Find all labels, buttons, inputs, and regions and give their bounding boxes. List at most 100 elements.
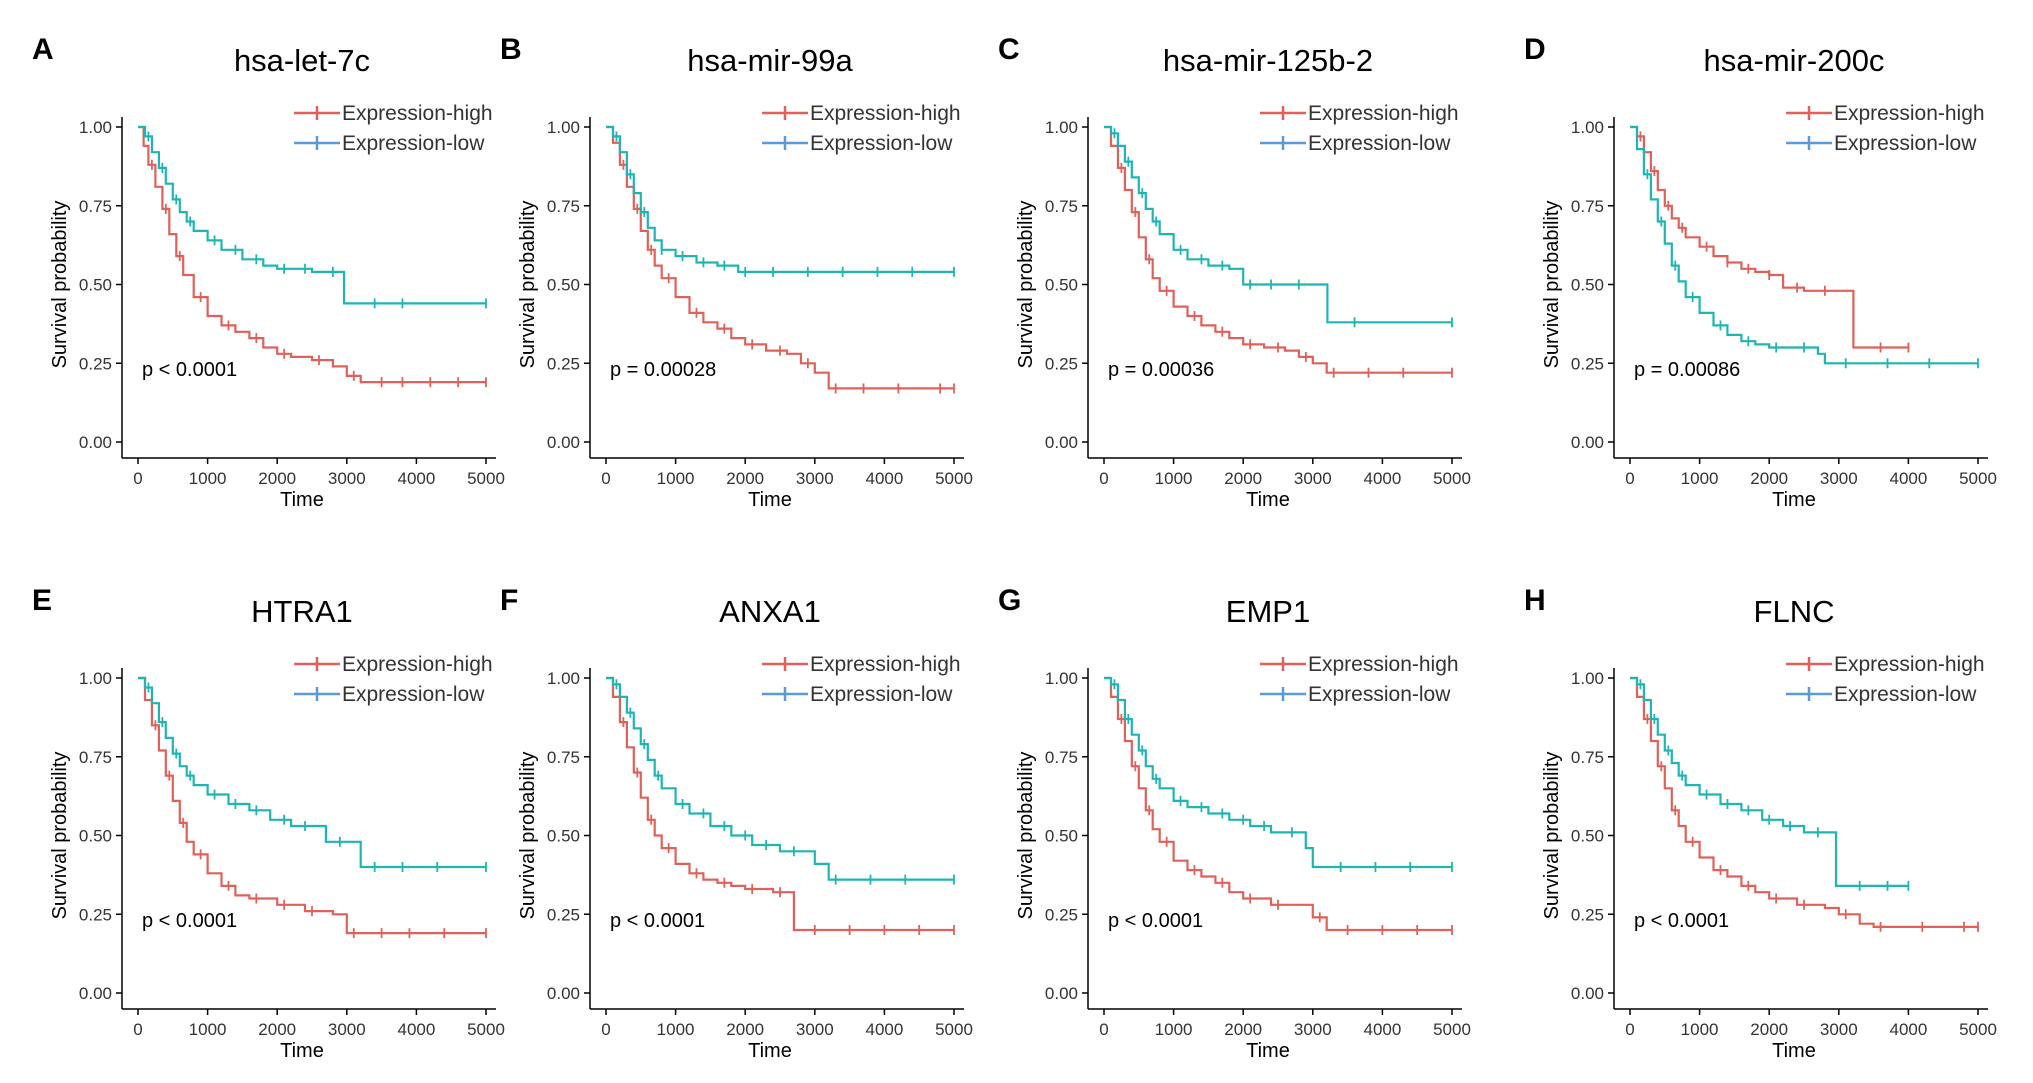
- legend-high-label: Expression-high: [342, 653, 493, 676]
- legend-low-label: Expression-low: [342, 683, 485, 706]
- legend-low-label: Expression-low: [1308, 683, 1451, 706]
- panel-title: ANXA1: [719, 594, 821, 629]
- x-tick-label: 4000: [1889, 1020, 1927, 1039]
- x-tick-label: 5000: [1433, 469, 1471, 488]
- x-axis-title: Time: [1246, 489, 1290, 511]
- x-tick-label: 3000: [1294, 469, 1332, 488]
- x-axis-title: Time: [280, 1040, 324, 1062]
- x-tick-label: 4000: [1889, 469, 1927, 488]
- x-tick-label: 4000: [1363, 469, 1401, 488]
- legend-low-label: Expression-low: [1308, 132, 1451, 155]
- y-tick-label: 0.50: [547, 276, 580, 295]
- x-tick-label: 0: [1099, 1020, 1108, 1039]
- x-tick-label: 4000: [1363, 1020, 1401, 1039]
- x-tick-label: 1000: [1681, 469, 1719, 488]
- y-tick-label: 0.75: [1571, 197, 1604, 216]
- x-tick-label: 2000: [726, 1020, 764, 1039]
- legend-low-label: Expression-low: [1834, 683, 1977, 706]
- y-axis-title: Survival probability: [517, 201, 539, 369]
- legend-high-label: Expression-high: [810, 102, 961, 125]
- legend-high-label: Expression-high: [342, 102, 493, 125]
- p-value-label: p = 0.00028: [610, 359, 716, 381]
- y-tick-label: 0.75: [547, 748, 580, 767]
- y-tick-label: 1.00: [1571, 669, 1604, 688]
- x-axis-title: Time: [748, 489, 792, 511]
- y-tick-label: 0.50: [1571, 276, 1604, 295]
- y-tick-label: 1.00: [1571, 118, 1604, 137]
- y-tick-label: 0.25: [1571, 354, 1604, 373]
- x-tick-label: 5000: [1433, 1020, 1471, 1039]
- x-tick-label: 0: [1625, 469, 1634, 488]
- x-tick-label: 2000: [258, 1020, 296, 1039]
- x-tick-label: 1000: [1681, 1020, 1719, 1039]
- panel-e: E HTRA1 0.00 0.25 0.50 0.75 1.00 0 1000 2000 3000 4…: [32, 584, 505, 1062]
- legend-high-label: Expression-high: [810, 653, 961, 676]
- y-tick-label: 1.00: [79, 118, 112, 137]
- y-tick-label: 0.50: [79, 827, 112, 846]
- x-tick-label: 1000: [657, 1020, 695, 1039]
- y-tick-label: 1.00: [1045, 118, 1078, 137]
- panel-letter: D: [1524, 33, 1546, 66]
- x-tick-label: 1000: [189, 469, 227, 488]
- x-tick-label: 2000: [1750, 1020, 1788, 1039]
- panel-title: EMP1: [1226, 594, 1310, 629]
- y-tick-label: 0.25: [1045, 905, 1078, 924]
- x-tick-label: 0: [1099, 469, 1108, 488]
- x-tick-label: 5000: [935, 1020, 973, 1039]
- p-value-label: p < 0.0001: [1634, 910, 1729, 932]
- y-tick-label: 0.50: [1045, 276, 1078, 295]
- y-tick-label: 1.00: [1045, 669, 1078, 688]
- x-tick-label: 3000: [796, 1020, 834, 1039]
- x-tick-label: 3000: [1820, 469, 1858, 488]
- y-tick-label: 0.75: [1571, 748, 1604, 767]
- series-low-curve: [1104, 125, 1452, 324]
- y-tick-label: 0.75: [79, 748, 112, 767]
- series-high-curve: [1104, 676, 1452, 932]
- p-value-label: p < 0.0001: [142, 910, 237, 932]
- panel-letter: B: [500, 33, 522, 66]
- series-high-curve: [1630, 676, 1978, 928]
- series-high-curve: [1104, 125, 1452, 374]
- y-tick-label: 0.50: [547, 827, 580, 846]
- panel-letter: E: [32, 584, 52, 617]
- panel-title: hsa-let-7c: [234, 43, 370, 78]
- y-tick-label: 0.00: [1045, 433, 1078, 452]
- panel-title: hsa-mir-125b-2: [1163, 43, 1373, 78]
- p-value-label: p = 0.00086: [1634, 359, 1740, 381]
- y-tick-label: 0.00: [1571, 984, 1604, 1003]
- x-tick-label: 5000: [1959, 469, 1997, 488]
- panel-title: FLNC: [1754, 594, 1835, 629]
- p-value-label: p < 0.0001: [142, 359, 237, 381]
- y-tick-label: 0.25: [547, 354, 580, 373]
- x-tick-label: 4000: [397, 1020, 435, 1039]
- y-axis-title: Survival probability: [49, 201, 71, 369]
- x-tick-label: 2000: [1224, 1020, 1262, 1039]
- series-low-curve: [1104, 676, 1452, 869]
- x-tick-label: 2000: [1224, 469, 1262, 488]
- legend-high-label: Expression-high: [1834, 102, 1985, 125]
- y-tick-label: 0.50: [1045, 827, 1078, 846]
- panel-title: hsa-mir-200c: [1704, 43, 1885, 78]
- p-value-label: p < 0.0001: [610, 910, 705, 932]
- legend-low-label: Expression-low: [810, 132, 953, 155]
- x-tick-label: 3000: [328, 1020, 366, 1039]
- panel-letter: H: [1524, 584, 1546, 617]
- legend-low-label: Expression-low: [1834, 132, 1977, 155]
- y-tick-label: 1.00: [547, 669, 580, 688]
- x-tick-label: 5000: [935, 469, 973, 488]
- x-tick-label: 0: [1625, 1020, 1634, 1039]
- y-tick-label: 0.00: [79, 984, 112, 1003]
- y-tick-label: 1.00: [79, 669, 112, 688]
- series-high-curve: [606, 676, 954, 932]
- y-tick-label: 0.00: [1045, 984, 1078, 1003]
- y-tick-label: 0.00: [79, 433, 112, 452]
- y-tick-label: 0.75: [1045, 748, 1078, 767]
- legend-high-label: Expression-high: [1834, 653, 1985, 676]
- y-axis-title: Survival probability: [49, 752, 71, 920]
- p-value-label: p = 0.00036: [1108, 359, 1214, 381]
- series-low-curve: [606, 676, 954, 881]
- x-axis-title: Time: [1772, 1040, 1816, 1062]
- panel-letter: F: [500, 584, 518, 617]
